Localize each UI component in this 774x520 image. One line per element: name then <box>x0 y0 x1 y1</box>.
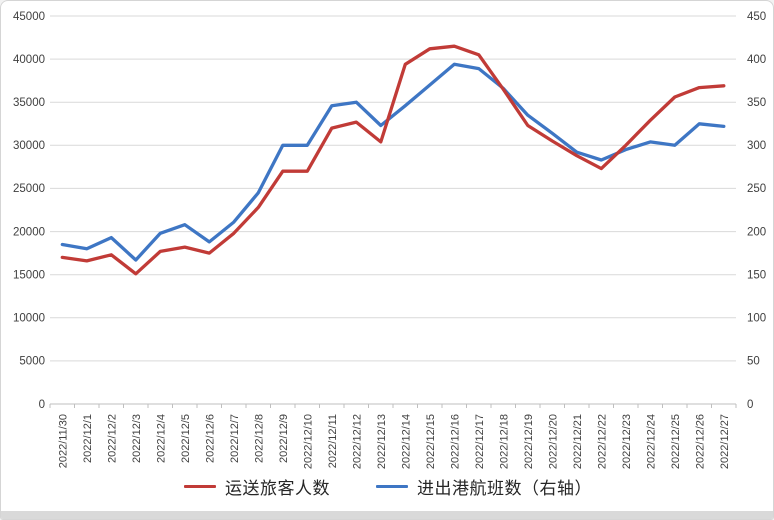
left-axis-tick: 10000 <box>13 313 45 325</box>
right-axis-tick: 400 <box>747 54 766 66</box>
x-axis-label: 2022/12/18 <box>498 414 510 469</box>
left-axis-tick: 0 <box>39 399 45 411</box>
x-axis-label: 2022/12/13 <box>376 414 388 469</box>
x-axis-label: 2022/12/9 <box>278 414 290 463</box>
x-axis-label: 2022/12/1 <box>82 414 94 463</box>
x-axis-label: 2022/12/19 <box>523 414 535 469</box>
x-axis-label: 2022/12/14 <box>400 414 412 469</box>
series-line <box>60 62 726 262</box>
blue-line-swatch-icon <box>376 484 408 489</box>
x-axis-label: 2022/12/8 <box>253 414 265 463</box>
left-axis-tick: 30000 <box>13 140 45 152</box>
x-axis-label: 2022/12/25 <box>670 414 682 469</box>
legend-label-passengers: 运送旅客人数 <box>225 479 330 498</box>
x-axis-label: 2022/12/12 <box>351 414 363 469</box>
series-line <box>60 44 726 276</box>
x-axis-label: 2022/12/7 <box>229 414 241 463</box>
x-axis-label: 2022/12/27 <box>719 414 731 469</box>
right-axis-tick: 350 <box>747 97 766 109</box>
x-axis-label: 2022/12/15 <box>425 414 437 469</box>
right-axis-tick: 50 <box>747 356 760 368</box>
left-axis-tick: 20000 <box>13 226 45 238</box>
chart-legend: 运送旅客人数 进出港航班数（右轴） <box>1 474 773 499</box>
bottom-edge-bar <box>1 511 773 519</box>
left-axis-tick: 45000 <box>13 11 45 23</box>
right-axis-tick: 150 <box>747 270 766 282</box>
right-axis-tick: 300 <box>747 140 766 152</box>
x-axis-label: 2022/12/20 <box>547 414 559 469</box>
x-axis-label: 2022/12/16 <box>449 414 461 469</box>
right-axis-tick: 250 <box>747 183 766 195</box>
x-axis-label: 2022/12/24 <box>645 414 657 469</box>
x-axis-label: 2022/12/4 <box>155 414 167 463</box>
left-axis-tick: 5000 <box>19 356 45 368</box>
red-line-swatch-icon <box>184 484 216 489</box>
x-axis-label: 2022/12/6 <box>204 414 216 463</box>
left-axis-tick: 35000 <box>13 97 45 109</box>
right-axis-tick: 200 <box>747 226 766 238</box>
x-axis-label: 2022/12/23 <box>621 414 633 469</box>
legend-item-flights[interactable]: 进出港航班数（右轴） <box>376 474 592 499</box>
left-axis-tick: 40000 <box>13 54 45 66</box>
left-axis-tick: 15000 <box>13 270 45 282</box>
right-axis-tick: 0 <box>747 399 753 411</box>
x-axis-label: 2022/12/26 <box>694 414 706 469</box>
x-axis-label: 2022/12/11 <box>327 414 339 468</box>
x-axis-label: 2022/12/21 <box>572 414 584 469</box>
x-axis-label: 2022/12/10 <box>302 414 314 469</box>
x-axis-label: 2022/12/3 <box>131 414 143 463</box>
right-axis-tick: 450 <box>747 11 766 23</box>
x-axis-label: 2022/12/5 <box>180 414 192 463</box>
x-axis-label: 2022/12/2 <box>106 414 118 463</box>
legend-item-passengers[interactable]: 运送旅客人数 <box>184 474 330 499</box>
right-axis-tick: 100 <box>747 313 766 325</box>
legend-label-flights: 进出港航班数（右轴） <box>417 479 592 498</box>
left-axis-tick: 25000 <box>13 183 45 195</box>
x-axis-label: 2022/12/17 <box>474 414 486 469</box>
x-axis-label: 2022/11/30 <box>57 414 69 468</box>
x-axis-label: 2022/12/22 <box>596 414 608 469</box>
